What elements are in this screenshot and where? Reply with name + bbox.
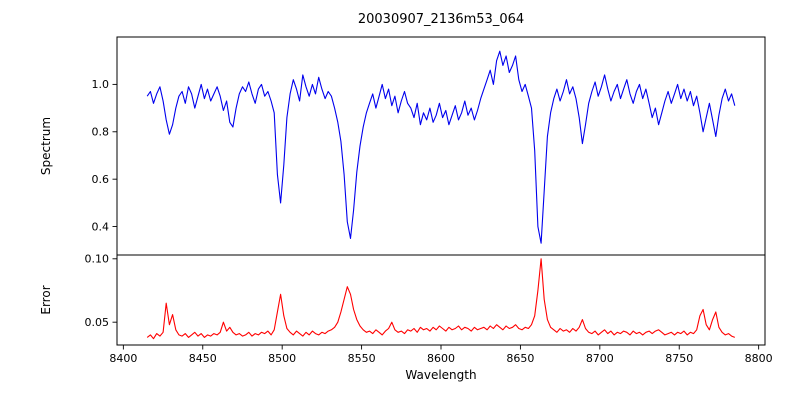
spectrum-axes-frame [116, 36, 766, 256]
error-line [146, 258, 736, 340]
y-tick-label: 0.4 [92, 220, 110, 233]
x-tick-label: 8550 [348, 352, 376, 365]
spectrum-line [146, 50, 736, 244]
y-tick-label: 0.6 [92, 173, 110, 186]
x-tick-label: 8500 [268, 352, 296, 365]
x-tick-label: 8750 [665, 352, 693, 365]
y-tick-label: 0.8 [92, 126, 110, 139]
y-tick-label: 0.05 [85, 316, 110, 329]
chart-title: 20030907_2136m53_064 [357, 12, 525, 27]
x-tick-label: 8800 [745, 352, 773, 365]
x-tick-label: 8700 [586, 352, 614, 365]
x-tick-label: 8600 [427, 352, 455, 365]
x-tick-label: 8450 [189, 352, 217, 365]
y-tick-label: 1.0 [92, 78, 110, 91]
x-axis-label: Wavelength [405, 368, 477, 382]
error-axes-frame [116, 254, 766, 346]
x-tick-label: 8400 [109, 352, 137, 365]
y-tick-label: 0.10 [85, 253, 110, 266]
x-tick-label: 8650 [506, 352, 534, 365]
